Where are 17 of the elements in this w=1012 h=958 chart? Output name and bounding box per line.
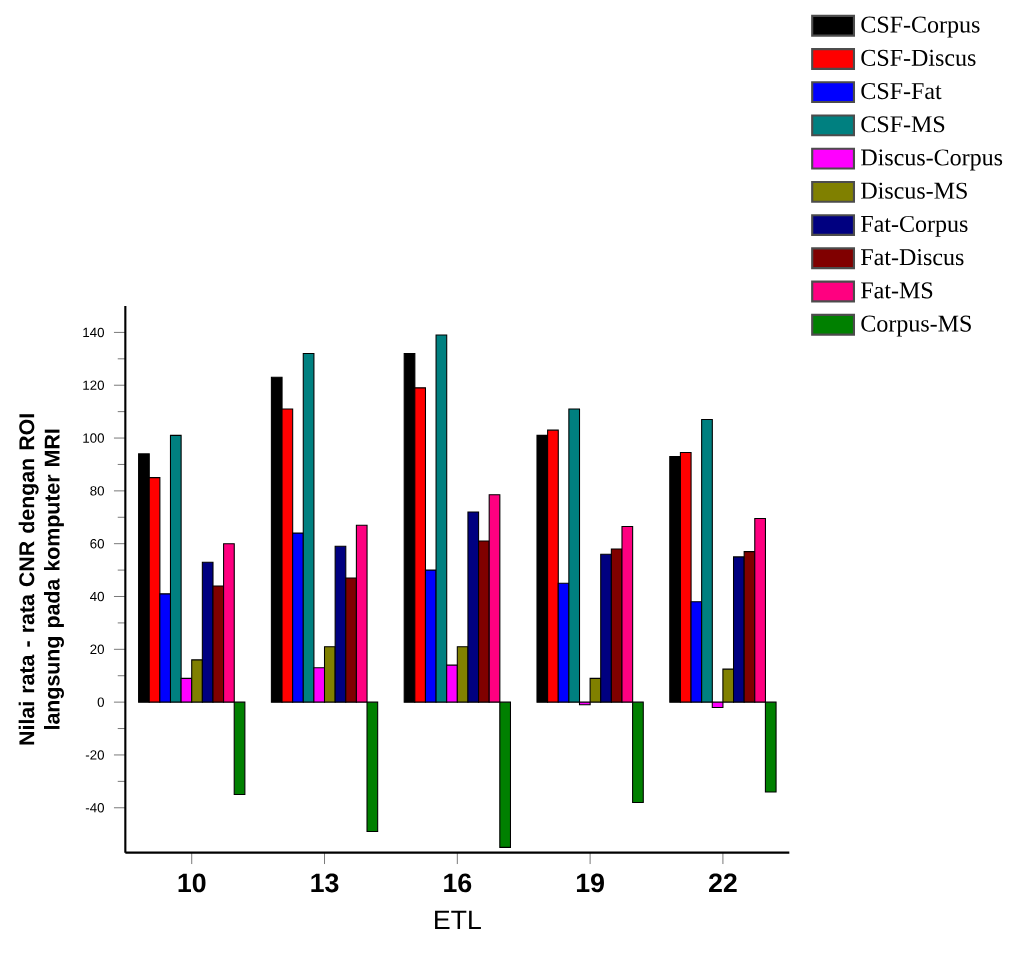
legend-label: Corpus-MS — [861, 315, 971, 337]
x-axis-title: ETL — [435, 910, 481, 930]
y-axis-title: Nilai rata - rata CNR dengan ROI langsung pada komputer MRI — [18, 414, 64, 745]
x-tick-label: 22 — [709, 873, 737, 893]
x-tick-label: 16 — [444, 873, 472, 893]
legend-label: CSF-Corpus — [861, 16, 980, 38]
legend-label: Fat-Discus — [861, 249, 964, 266]
x-tick-label: 19 — [576, 873, 604, 893]
legend-label: Discus-Corpus — [861, 149, 1003, 171]
legend-label: Discus-MS — [861, 182, 967, 199]
x-tick-label: 13 — [311, 873, 339, 893]
legend-label: CSF-MS — [861, 116, 945, 133]
x-tick-label: 10 — [178, 873, 206, 893]
legend-label: Fat-Corpus — [861, 215, 968, 237]
legend-label: CSF-Discus — [861, 49, 976, 66]
legend-label: CSF-Fat — [861, 82, 942, 100]
legend-label: Fat-MS — [861, 282, 933, 299]
